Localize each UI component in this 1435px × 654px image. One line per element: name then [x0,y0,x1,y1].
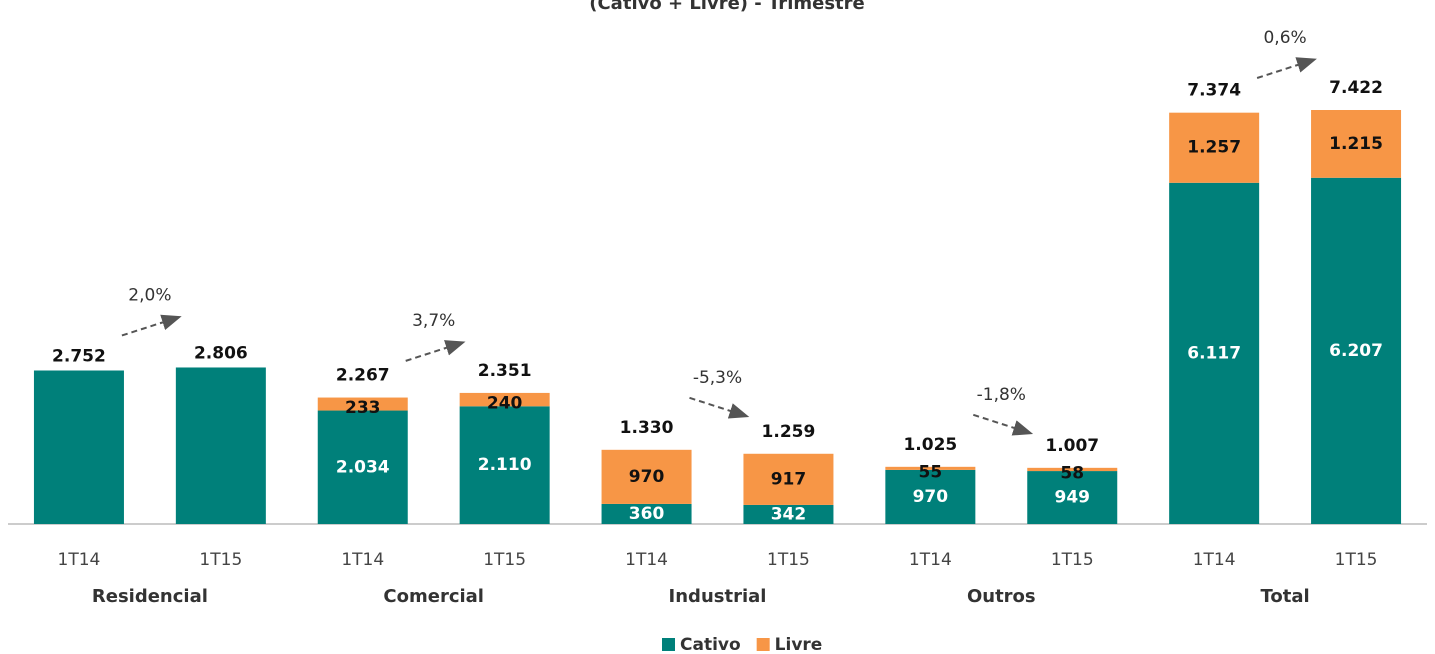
segment-label: 970 [629,467,665,487]
segment-label: 6.207 [1329,341,1383,361]
legend-label: Cativo [680,635,741,654]
x-tick-label: 1T14 [625,550,668,570]
x-tick-label: 1T15 [199,550,242,570]
legend-label: Livre [775,635,823,654]
legend-swatch [756,638,770,651]
bar-segment [885,469,976,524]
bar-segment [601,449,692,504]
segment-label: 1.215 [1329,134,1383,154]
segment-label: 1.257 [1187,138,1241,158]
growth-label: 3,7% [412,311,455,331]
x-tick-label: 1T15 [1051,550,1094,570]
bar-segment [1169,182,1260,525]
growth-label: 0,6% [1263,28,1306,48]
growth-arrow [689,396,750,419]
segment-label: 6.117 [1187,343,1241,363]
segment-label: 55 [919,462,943,482]
group-label: Industrial [669,586,767,607]
segment-label: 58 [1060,463,1084,483]
segment-label: 949 [1055,488,1091,508]
x-tick-label: 1T15 [767,550,810,570]
bar-segment [33,370,124,524]
x-tick-label: 1T14 [58,550,101,570]
x-tick-label: 1T14 [1193,550,1236,570]
segment-label: 917 [771,469,807,489]
chart-title: (Cativo + Livre) - Trimestre [589,0,864,14]
bar-segment [1311,110,1402,178]
x-tick-label: 1T15 [1335,550,1378,570]
segment-label: 2.034 [336,457,390,477]
growth-arrow [405,340,466,362]
growth-arrow [972,413,1034,436]
segment-label: 233 [345,398,381,418]
bar-segment [1027,471,1118,524]
total-label: 1.007 [1045,436,1099,456]
segment-label: 360 [629,504,665,524]
x-tick-label: 1T14 [341,550,384,570]
growth-arrow [121,314,182,337]
bar-segment [1311,177,1402,525]
bar-segment [317,397,408,411]
bar-segment [743,504,834,524]
segment-label: 2.110 [478,455,532,475]
total-label: 7.374 [1187,81,1241,101]
bar-segment [317,410,408,524]
segment-label: 970 [913,487,949,507]
total-label: 2.351 [478,361,532,381]
bar-segment [885,466,976,470]
group-label: Residencial [92,586,208,607]
bar-segment [459,406,550,524]
segment-label: 240 [487,394,523,414]
bar-segment [459,392,550,407]
growth-label: -5,3% [693,368,742,388]
bar-segment [175,367,266,524]
total-label: 2.752 [52,346,106,366]
total-label: 7.422 [1329,78,1383,98]
legend-swatch [662,638,675,651]
total-label: 2.267 [336,366,390,386]
growth-arrow [1256,57,1317,79]
group-label: Total [1261,586,1310,607]
total-label: 1.330 [620,418,674,438]
bar-segment [743,453,834,505]
growth-label: 2,0% [128,285,171,305]
total-label: 1.025 [903,435,957,455]
x-tick-label: 1T14 [909,550,952,570]
x-tick-label: 1T15 [483,550,526,570]
growth-label: -1,8% [977,385,1026,405]
bar-segment [1169,112,1260,183]
bar-segment [601,503,692,524]
group-label: Outros [967,586,1036,607]
total-label: 1.259 [762,422,816,442]
group-label: Comercial [383,586,484,607]
bar-segment [1027,467,1118,472]
total-label: 2.806 [194,343,248,363]
segment-label: 342 [771,504,807,524]
